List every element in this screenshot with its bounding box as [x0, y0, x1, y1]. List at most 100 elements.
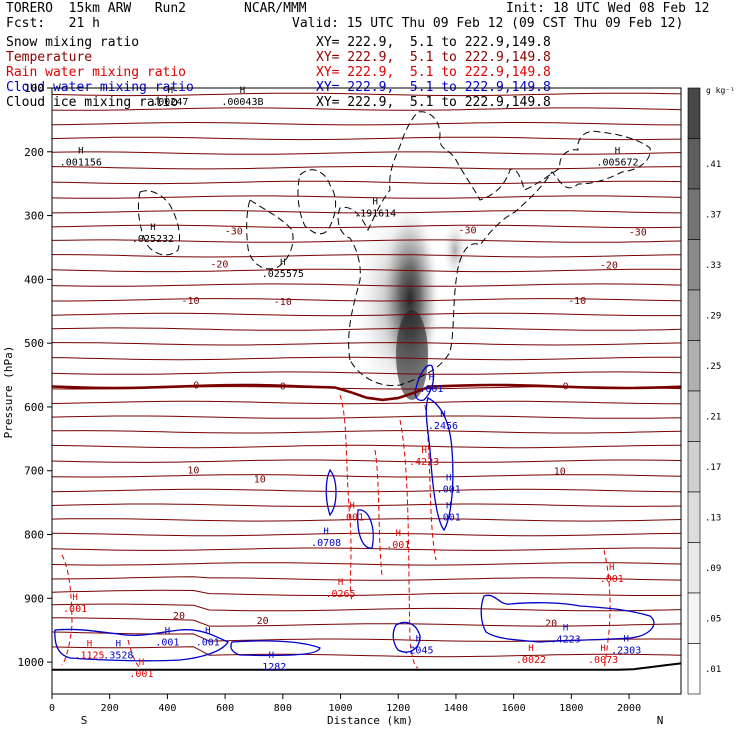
field-name: Cloud ice mixing ratio — [6, 95, 179, 110]
max-value-label: .001 — [437, 485, 461, 496]
plot-frame — [51, 87, 682, 695]
max-value-label: .4223 — [409, 457, 439, 468]
isotherm-line — [52, 165, 681, 170]
y-tick-label: 200 — [24, 146, 44, 159]
isotherm-line — [52, 151, 681, 155]
isotherm-label: -30 — [458, 226, 476, 237]
max-value-label: .001 — [340, 513, 364, 524]
max-marker: H — [168, 86, 173, 96]
colorbar-tick-label: .37 — [705, 210, 721, 220]
org-label: NCAR/MMM — [244, 1, 307, 16]
max-marker: H — [349, 502, 354, 512]
isotherm-label: 20 — [545, 619, 557, 630]
max-marker: H — [609, 563, 614, 573]
isotherm-label: 0 — [563, 381, 569, 392]
cloud-ice-contour — [337, 111, 651, 387]
forecast-hour: Fcst: 21 h — [6, 16, 100, 31]
max-value-label: .1125 — [74, 650, 104, 661]
colorbar-tick-label: .41 — [705, 160, 721, 170]
colorbar-tick-label: .13 — [705, 513, 721, 523]
x-axis-title: Distance (km) — [327, 714, 413, 727]
max-value-label: .4223 — [551, 635, 581, 646]
run-title: TORERO 15km ARW Run2 — [6, 1, 187, 16]
max-marker: H — [205, 627, 210, 637]
max-marker: H — [446, 474, 451, 484]
isotherm-label: 20 — [257, 616, 269, 627]
max-marker: H — [429, 373, 434, 383]
x-tick-label: 800 — [274, 703, 292, 714]
snow-shading — [356, 205, 467, 405]
isotherm-line — [52, 518, 681, 522]
y-tick-label: 400 — [24, 273, 44, 286]
colorbar-tick-label: .09 — [705, 564, 721, 574]
colorbar-tick-label: .29 — [705, 311, 721, 321]
y-axis-title: Pressure (hPa) — [2, 346, 15, 439]
colorbar-swatch — [687, 491, 701, 543]
init-time: Init: 18 UTC Wed 08 Feb 12 — [506, 1, 710, 16]
contour-labels: -30 -30 -30 -20 -20 -10 -10 -10 0 0 0 10 10 10 20 20 20 H… — [60, 86, 647, 680]
isotherm-label: -10 — [568, 296, 586, 307]
y-tick-label: 600 — [24, 401, 44, 414]
isotherm-label: 10 — [187, 465, 199, 476]
x-tick-label: 1600 — [502, 703, 526, 714]
rain-contours — [61, 394, 611, 669]
max-marker: H — [139, 658, 144, 668]
max-value-label: .001 — [63, 604, 87, 615]
isotherm-line — [52, 327, 681, 331]
cloud-ice-contour — [297, 169, 337, 235]
isotherm-line — [52, 603, 681, 612]
x-tick-label: 1400 — [444, 703, 468, 714]
colorbar-swatch — [687, 441, 701, 493]
colorbar-tick-label: .17 — [705, 463, 721, 473]
isotherm-line — [52, 617, 681, 627]
isotherm-line — [52, 589, 681, 596]
isotherm-label: 0 — [193, 381, 199, 392]
max-marker: H — [446, 502, 451, 512]
field-name: Rain water mixing ratio — [6, 65, 187, 80]
south-end-label: S — [81, 714, 88, 727]
field-range: XY= 222.9, 5.1 to 222.9,149.8 — [316, 95, 551, 110]
colorbar-swatch — [687, 643, 701, 695]
max-value-label: .001 — [129, 669, 153, 680]
max-marker: H — [72, 593, 77, 603]
x-axis: 0 200 400 600 800 1000 1200 1400 1600 1800 2000 — [49, 694, 641, 714]
temperature-isotherms — [52, 92, 681, 658]
max-marker: H — [528, 644, 533, 654]
field-range: XY= 222.9, 5.1 to 222.9,149.8 — [316, 50, 551, 65]
isotherm-line — [52, 474, 681, 478]
max-marker: H — [563, 624, 568, 634]
isotherm-line — [52, 195, 681, 199]
max-value-label: .0708 — [311, 538, 341, 549]
max-marker: H — [269, 651, 274, 661]
isotherm-label: -20 — [210, 259, 228, 270]
valid-time: Valid: 15 UTC Thu 09 Feb 12 (09 CST Thu … — [292, 16, 684, 31]
colorbar-swatch — [687, 390, 701, 442]
isotherm-line — [52, 92, 681, 97]
isotherm-line — [52, 646, 681, 658]
max-marker: H — [416, 634, 421, 644]
y-tick-label: 900 — [24, 592, 44, 605]
isotherm-line — [52, 180, 681, 185]
max-value-label: .005672 — [596, 157, 638, 168]
isotherm-line — [52, 312, 681, 317]
x-tick-label: 600 — [216, 703, 234, 714]
max-value-label: .001 — [196, 638, 220, 649]
field-name: Snow mixing ratio — [6, 35, 140, 50]
max-marker: H — [623, 634, 628, 644]
isotherm-line — [52, 342, 681, 346]
max-value-label: .001156 — [60, 157, 102, 168]
max-marker: H — [421, 446, 426, 456]
max-marker: H — [87, 639, 92, 649]
isotherm-line — [52, 459, 681, 463]
max-value-label: .001 — [600, 574, 624, 585]
max-marker: H — [440, 410, 445, 420]
colorbar-swatch — [687, 239, 701, 291]
isotherm-label: -30 — [225, 226, 243, 237]
isotherm-line — [52, 400, 681, 405]
max-value-label: .2045 — [403, 645, 433, 656]
max-value-label: .3528 — [103, 650, 133, 661]
max-marker: H — [240, 86, 245, 96]
isotherm-label: 20 — [173, 611, 185, 622]
colorbar: .01 .05 .09 .13 .17 .21 .25 .29 .33 .37 .41 — [687, 87, 721, 695]
isotherm-label: -10 — [274, 297, 292, 308]
